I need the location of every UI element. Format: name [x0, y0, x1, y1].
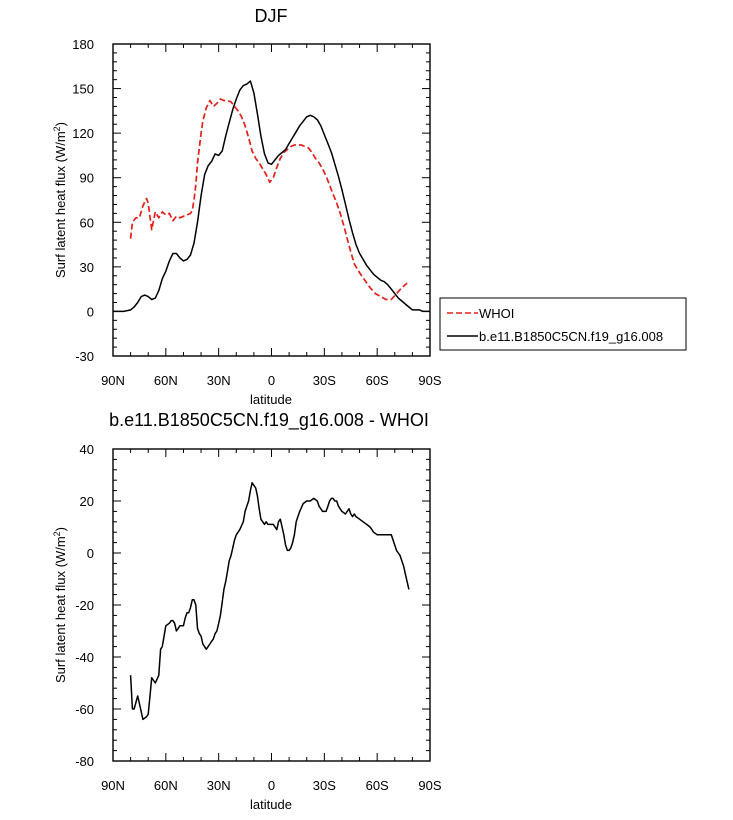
chart-2-ytick-label: 40: [80, 442, 94, 457]
chart-2-ylabel-main: Surf latent heat flux (W/m: [53, 536, 68, 683]
chart-2-xtick-label: 90N: [101, 778, 125, 793]
chart-2-ticks: -80 -60 -40 -20 0 20 40 90N 60N 30N 0 30S 60S 90S: [75, 442, 442, 793]
chart-1-ticks: -30 0 30 60 90 120 150 180 90N 60N 30N 0 30S 60S 90S: [72, 37, 442, 388]
chart-2-ytick-label: 20: [80, 494, 94, 509]
chart-1-ytick-label: 180: [72, 37, 94, 52]
chart-1-ytick-label: 120: [72, 126, 94, 141]
chart-1-ytick-label: 30: [80, 260, 94, 275]
chart-1-ylabel-sup: 2: [52, 126, 62, 131]
chart-1-ytick-label: -30: [75, 349, 94, 364]
chart-1-ytick-label: 90: [80, 171, 94, 186]
chart-1-ylabel: Surf latent heat flux (W/m2): [52, 122, 68, 278]
chart-2-frame: [112, 448, 431, 762]
legend-label-model: b.e11.B1850C5CN.f19_g16.008: [479, 329, 663, 344]
chart-2-xtick-label: 90S: [418, 778, 441, 793]
chart-2-ytick-label: -60: [75, 702, 94, 717]
chart-1-series-model: [113, 80, 430, 313]
chart-1-xtick-label: 90N: [101, 373, 125, 388]
legend-label-whoi: WHOI: [479, 306, 514, 321]
chart-2-xtick-label: 30N: [207, 778, 231, 793]
chart-1-xlabel: latitude: [250, 392, 292, 407]
chart-1-ytick-label: 0: [87, 304, 94, 319]
chart-2-ytick-label: -20: [75, 598, 94, 613]
chart-1-ylabel-close: ): [53, 122, 68, 126]
chart-2-ytick-label: 0: [87, 546, 94, 561]
chart-2-ylabel: Surf latent heat flux (W/m2): [52, 527, 68, 683]
chart-1-ylabel-main: Surf latent heat flux (W/m: [53, 131, 68, 278]
chart-1-ytick-label: 60: [80, 215, 94, 230]
chart-2-ytick-label: -40: [75, 650, 94, 665]
chart-1-title: DJF: [255, 6, 288, 26]
chart-1-xtick-label: 30N: [207, 373, 231, 388]
chart-1-xtick-label: 60S: [366, 373, 389, 388]
chart-1-legend: WHOI b.e11.B1850C5CN.f19_g16.008: [439, 297, 687, 351]
chart-1-xtick-label: 30S: [313, 373, 336, 388]
chart-1-series-whoi: [129, 98, 408, 301]
legend-box: [439, 297, 687, 351]
chart-1-xtick-label: 90S: [418, 373, 441, 388]
chart-2-xlabel: latitude: [250, 797, 292, 812]
chart-2-ylabel-close: ): [53, 527, 68, 531]
chart-2-ylabel-sup: 2: [52, 531, 62, 536]
chart-2-title: b.e11.B1850C5CN.f19_g16.008 - WHOI: [109, 410, 429, 431]
chart-2-xtick-label: 60N: [154, 778, 178, 793]
chart-1-xtick-label: 0: [268, 373, 275, 388]
chart-1: DJF -30 0 30 60 90 120 150 180 90N 60N 30N 0 30S 60S 9…: [52, 6, 687, 407]
chart-1-frame: [112, 43, 431, 357]
chart-1-xtick-label: 60N: [154, 373, 178, 388]
chart-2-series: [129, 482, 410, 721]
chart-2-ytick-label: -80: [75, 754, 94, 769]
chart-2-xtick-label: 30S: [313, 778, 336, 793]
chart-1-series: [113, 80, 430, 313]
chart-2-xtick-label: 0: [268, 778, 275, 793]
chart-2: b.e11.B1850C5CN.f19_g16.008 - WHOI -80 -6…: [52, 410, 442, 812]
chart-1-ytick-label: 150: [72, 82, 94, 97]
chart-2-series-line: [129, 482, 410, 721]
chart-2-xtick-label: 60S: [366, 778, 389, 793]
